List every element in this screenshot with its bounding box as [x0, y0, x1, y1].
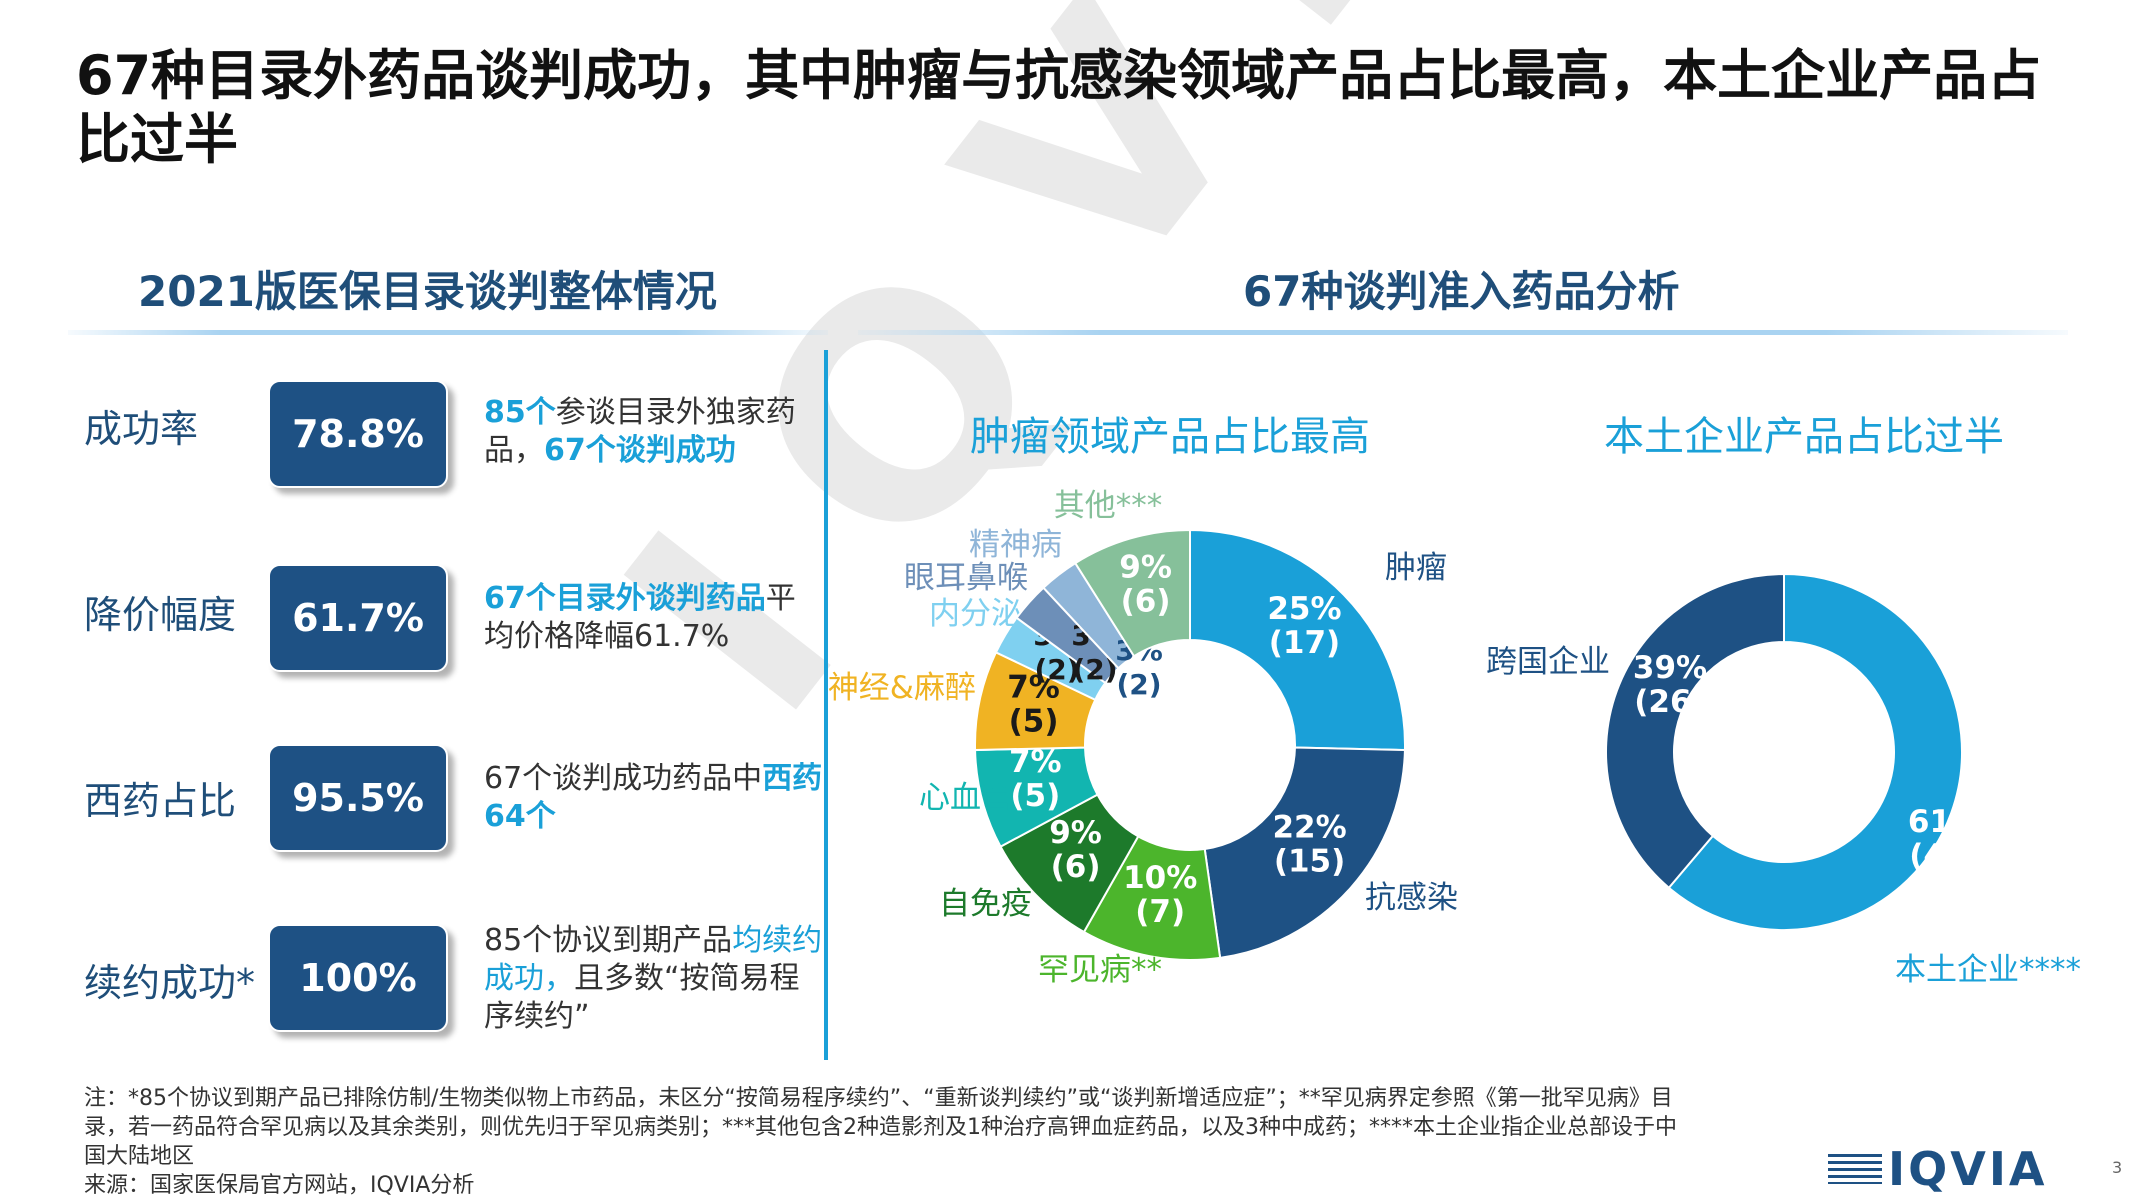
- slice-label-神经-麻醉: 神经&麻醉: [828, 670, 976, 706]
- right-section-title: 67种谈判准入药品分析: [1243, 267, 1680, 316]
- slice-其他: [1073, 528, 1191, 658]
- kpi-desc-part: 85个协议到期产品: [484, 923, 733, 958]
- chart-title-therapy: 肿瘤领域产品占比最高: [970, 414, 1370, 460]
- slice-label-其他: 其他***: [1054, 488, 1163, 524]
- slice-跨国企业: [1605, 572, 1785, 890]
- slice-count-自免疫: (6): [1051, 849, 1101, 885]
- kpi-value-success-rate: 78.8%: [268, 380, 448, 488]
- kpi-desc-part: 参谈目录外独家药品，: [484, 395, 796, 468]
- kpi-desc-part: 67个谈判成功: [544, 433, 736, 468]
- kpi-value-renewal: 100%: [268, 924, 448, 1032]
- kpi-label-renewal: 续约成功*: [84, 961, 256, 1005]
- slice-count-跨国企业: (26): [1634, 684, 1705, 720]
- slice-count-精神病: (2): [1116, 668, 1161, 701]
- kpi-desc-success-rate: 85个参谈目录外独家药品，67个谈判成功: [484, 394, 824, 470]
- slice-pct-罕见病: 10%: [1123, 860, 1197, 896]
- slice-label-罕见病: 罕见病**: [1038, 952, 1162, 988]
- kpi-desc-price-cut: 67个目录外谈判药品平均价格降幅61.7%: [484, 580, 824, 656]
- slice-pct-肿瘤: 25%: [1267, 591, 1341, 627]
- slice-count-本土企业: (41): [1909, 838, 1980, 874]
- slice-count-其他: (6): [1121, 583, 1171, 619]
- right-section-underline: [858, 330, 2068, 335]
- slice-pct-其他: 9%: [1119, 549, 1172, 585]
- kpi-label-success-rate: 成功率: [84, 407, 199, 451]
- slice-label-自免疫: 自免疫: [939, 886, 1032, 922]
- kpi-desc-western-share: 67个谈判成功药品中西药64个: [484, 760, 824, 836]
- page-title: 67种目录外药品谈判成功，其中肿瘤与抗感染领域产品占比最高，本土企业产品占比过半: [76, 44, 2042, 171]
- kpi-desc-part: 67个谈判成功药品中: [484, 761, 763, 796]
- slice-pct-自免疫: 9%: [1049, 815, 1102, 851]
- left-section-underline: [68, 330, 828, 335]
- slice-label-本土企业: 本土企业****: [1895, 952, 2081, 988]
- slice-肿瘤: [1189, 528, 1406, 752]
- logo-bars-icon: [1828, 1154, 1882, 1184]
- left-section-title: 2021版医保目录谈判整体情况: [138, 267, 717, 316]
- kpi-label-price-cut: 降价幅度: [84, 593, 237, 637]
- slice-count-抗感染: (15): [1274, 843, 1345, 879]
- slice-label-精神病: 精神病: [969, 527, 1062, 563]
- kpi-desc-part: 均续约成功，: [484, 923, 823, 996]
- kpi-desc-part: 且多数“按简易程序续约”: [484, 961, 800, 1034]
- page-number: 3: [2112, 1158, 2123, 1177]
- kpi-desc-part: 85个: [484, 395, 556, 430]
- section-divider: [824, 350, 828, 1060]
- kpi-desc-part: 67个目录外谈判药品: [484, 581, 766, 616]
- footnote: 注：*85个协议到期产品已排除仿制/生物类似物上市药品，未区分“按简易程序续约”…: [84, 1084, 1694, 1200]
- kpi-label-western-share: 西药占比: [84, 779, 237, 823]
- slice-count-罕见病: (7): [1135, 894, 1185, 930]
- slice-label-抗感染: 抗感染: [1365, 880, 1458, 916]
- kpi-value-price-cut: 61.7%: [268, 564, 448, 672]
- slice-count-心血管: (5): [1010, 778, 1060, 814]
- donut-chart-2: 61%(41) 本土企业**** 39%(26) 跨国企业: [1486, 572, 2081, 988]
- slice-label-心血管: 心血管: [919, 780, 1012, 816]
- slice-pct-跨国企业: 39%: [1633, 650, 1707, 686]
- slice-抗感染: [1203, 746, 1406, 960]
- slice-本土企业: [1667, 572, 1963, 931]
- slice-count-肿瘤: (17): [1269, 625, 1340, 661]
- iqvia-logo: IQVIA: [1828, 1142, 2048, 1196]
- footnote-notes: 注：*85个协议到期产品已排除仿制/生物类似物上市药品，未区分“按简易程序续约”…: [84, 1086, 1677, 1169]
- slice-label-眼耳鼻喉: 眼耳鼻喉: [904, 560, 1028, 596]
- kpi-desc-part: 西药64个: [484, 761, 823, 834]
- slice-count-神经-麻醉: (5): [1009, 703, 1059, 739]
- slice-label-跨国企业: 跨国企业: [1486, 644, 1610, 680]
- kpi-value-western-share: 95.5%: [268, 744, 448, 852]
- slice-label-肿瘤: 肿瘤: [1385, 550, 1447, 586]
- kpi-desc-renewal: 85个协议到期产品均续约成功，且多数“按简易程序续约”: [484, 922, 824, 1036]
- logo-text: IQVIA: [1888, 1142, 2048, 1196]
- kpi-desc-part: 平均价格降幅61.7%: [484, 581, 796, 654]
- footnote-source: 来源：国家医保局官方网站，IQVIA分析: [84, 1173, 475, 1198]
- slice-label-内分泌: 内分泌: [929, 596, 1022, 632]
- chart-title-company: 本土企业产品占比过半: [1604, 414, 2004, 460]
- donut-chart-1: 25%(17)肿瘤22%(15)抗感染10%(7)罕见病**9%(6)自免疫7%…: [828, 488, 1458, 988]
- slice-pct-抗感染: 22%: [1272, 809, 1346, 845]
- slice-pct-本土企业: 61%: [1908, 804, 1982, 840]
